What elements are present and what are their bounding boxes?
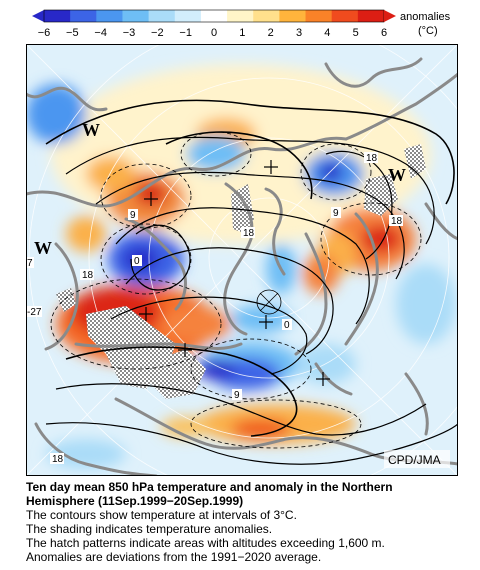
svg-text:18: 18 — [243, 228, 255, 239]
legend-tick-label: −5 — [66, 27, 79, 39]
legend-swatch — [122, 10, 150, 22]
legend-tick-label: 1 — [239, 27, 245, 39]
legend-tick-label: −2 — [151, 27, 164, 39]
anomaly-legend: −6 −5 −4 −3 −2 −1 0 1 2 3 4 5 6 anomalies (°C) — [32, 9, 451, 39]
legend-swatch — [253, 10, 280, 22]
legend-tick-label: 6 — [381, 27, 387, 39]
legend-tick-label: 4 — [324, 27, 330, 39]
contour-label: 18 — [50, 453, 64, 465]
legend-tick-label: −6 — [38, 27, 51, 39]
contour-label: -27 — [26, 306, 42, 318]
w-markers: W W W — [34, 120, 406, 258]
contour-label: 18 — [364, 152, 378, 164]
svg-text:0: 0 — [284, 320, 290, 331]
w-label: W — [388, 165, 406, 185]
svg-text:18: 18 — [82, 270, 94, 281]
legend-tick-label: −1 — [179, 27, 192, 39]
svg-text:9: 9 — [234, 390, 240, 401]
legend-tick-label: 0 — [211, 27, 217, 39]
contour-label: 0 — [282, 319, 292, 331]
legend-tick-label: 3 — [296, 27, 302, 39]
legend-arrow-left — [32, 10, 44, 22]
svg-text:7: 7 — [27, 258, 33, 269]
contour-label: 18 — [241, 227, 255, 239]
legend-swatch — [279, 10, 307, 22]
contour-label: 9 — [128, 209, 138, 221]
figure-caption: Ten day mean 850 hPa temperature and ano… — [26, 480, 476, 564]
legend-swatch — [200, 10, 228, 22]
contour-label: 18 — [80, 269, 94, 281]
map-frame — [26, 44, 458, 476]
svg-text:-27: -27 — [27, 307, 42, 318]
svg-text:9: 9 — [130, 210, 136, 221]
legend-tick-label: 2 — [268, 27, 274, 39]
caption-title-line2: Hemisphere (11Sep.1999−20Sep.1999) — [26, 494, 244, 508]
legend-swatch — [70, 10, 97, 22]
svg-text:0: 0 — [134, 256, 140, 267]
caption-line: Anomalies are deviations from the 1991−2… — [26, 550, 322, 564]
legend-swatch — [357, 10, 385, 22]
contour-label: 0 — [132, 255, 142, 267]
legend-tick-label: 5 — [353, 27, 359, 39]
svg-text:18: 18 — [52, 454, 64, 465]
legend-tick-label: −4 — [94, 27, 107, 39]
svg-text:9: 9 — [333, 208, 339, 219]
svg-text:18: 18 — [391, 216, 403, 227]
contour-label: 9 — [232, 389, 242, 401]
caption-title-line1: Ten day mean 850 hPa temperature and ano… — [26, 480, 393, 494]
w-label: W — [82, 120, 100, 140]
contour-label: 7 — [26, 257, 34, 269]
legend-swatch — [44, 10, 71, 22]
map-credit: CPD/JMA — [384, 450, 450, 468]
svg-text:CPD/JMA: CPD/JMA — [388, 453, 441, 467]
legend-tick-label: −3 — [123, 27, 136, 39]
cross-markers — [139, 160, 330, 386]
legend-swatch — [96, 10, 123, 22]
legend-swatch — [148, 10, 176, 22]
legend-unit: (°C) — [418, 25, 438, 37]
legend-tick-labels: −6 −5 −4 −3 −2 −1 0 1 2 3 4 5 6 — [38, 27, 387, 39]
caption-line: The contours show temperature at interva… — [26, 508, 297, 522]
legend-title: anomalies — [400, 11, 451, 23]
contour-label: 18 — [389, 215, 403, 227]
temperature-contours — [45, 99, 458, 465]
contour-labels: 18 18 9 9 0 18 7 -27 0 18 9 18 — [26, 152, 403, 465]
legend-swatch — [331, 10, 359, 22]
coastlines — [26, 57, 458, 476]
legend-swatch — [305, 10, 333, 22]
caption-line: The hatch patterns indicate areas with a… — [26, 536, 385, 550]
legend-color-bar — [43, 9, 385, 23]
svg-text:18: 18 — [366, 153, 378, 164]
caption-line: The shading indicates temperature anomal… — [26, 522, 273, 536]
polar-map: 18 18 9 9 0 18 7 -27 0 18 9 18 W W W CPD… — [26, 44, 458, 476]
legend-arrow-right — [384, 10, 396, 22]
legend-swatch — [227, 10, 254, 22]
legend-swatch — [174, 10, 202, 22]
pole-marker — [256, 289, 282, 315]
w-label: W — [34, 238, 52, 258]
contour-label: 9 — [331, 207, 341, 219]
